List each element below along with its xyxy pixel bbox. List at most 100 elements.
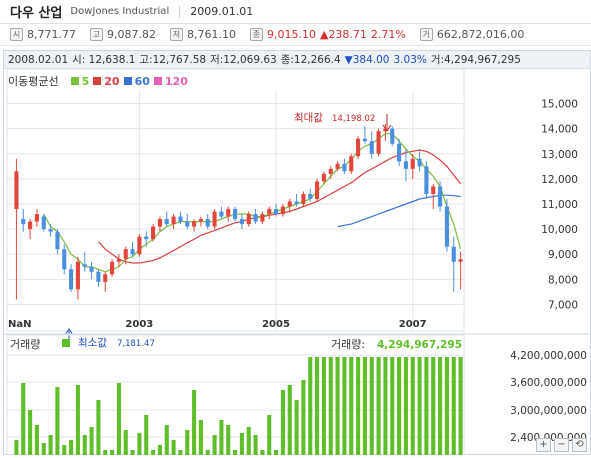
time-tick-label: 2003: [125, 319, 153, 330]
header-divider: [179, 5, 181, 18]
info-date: 2008.02.01: [8, 53, 69, 66]
volume-bar: [417, 357, 422, 455]
candle-body: [157, 219, 162, 227]
candle-body: [185, 221, 190, 227]
ma60-line: [337, 194, 461, 228]
ma5-label[interactable]: 5: [81, 74, 90, 88]
volume-bar: [308, 357, 313, 455]
volume-bar: [301, 380, 306, 455]
candle-body: [116, 259, 121, 262]
ma60-swatch[interactable]: [123, 77, 132, 85]
volume-bar: [403, 357, 408, 455]
volume-bar: [41, 443, 46, 455]
candle-body: [212, 211, 217, 227]
candle-body: [397, 143, 402, 162]
ma60-label[interactable]: 60: [134, 74, 150, 88]
candle-body: [82, 264, 87, 267]
volume-bar: [116, 383, 121, 455]
candle-body: [362, 138, 367, 142]
zoom-out-button[interactable]: −: [554, 438, 569, 452]
candle-body: [144, 236, 149, 240]
candle-body: [21, 219, 26, 225]
candle-body: [369, 141, 374, 154]
ma60-path: [337, 194, 461, 228]
candle-body: [349, 156, 354, 172]
close-icon: 종: [249, 28, 263, 41]
volume-bar: [89, 427, 94, 455]
volume-bar: [362, 357, 367, 455]
volume-bar: [328, 357, 333, 455]
index-subtitle: DowJones Industrial: [70, 6, 170, 17]
time-tick-label: 2005: [262, 319, 290, 330]
price-grid: [6, 69, 465, 332]
volume-grid: [6, 334, 465, 455]
price-axis: 15,000 14,000 13,000 12,000 11,000 10,000 9,00…: [541, 99, 578, 312]
info-change: ▼384.00: [344, 53, 390, 66]
summary-high: 9,087.82: [106, 28, 156, 41]
chart-header: 다우 산업 DowJones Industrial 2009.01.01: [0, 0, 591, 24]
candle-body: [315, 181, 320, 199]
summary-volume: 662,872,016.00: [436, 28, 525, 41]
summary-open: 8,771.77: [27, 28, 76, 41]
volume-bar: [34, 425, 39, 455]
candle-body: [219, 211, 224, 217]
volume-bar: [219, 420, 224, 455]
candle-body: [417, 158, 422, 167]
ma20-swatch[interactable]: [93, 77, 102, 85]
candle-body: [444, 206, 449, 247]
candle-body: [69, 269, 74, 290]
zoom-in-button[interactable]: +: [536, 438, 551, 452]
volume-bar: [185, 430, 190, 455]
volume-tick-label: 3,600,000,000: [510, 377, 587, 389]
candle-body: [233, 209, 238, 220]
ma20-label[interactable]: 20: [104, 74, 120, 88]
volume-bars: [14, 357, 463, 455]
volume-bar: [246, 427, 251, 455]
candle-body: [171, 216, 176, 225]
chart-panel[interactable]: 2008.02.01 시: 12,638.1 고:12,767.58 저:12,…: [3, 50, 591, 455]
ma5-swatch[interactable]: [70, 77, 79, 85]
candle-body: [137, 236, 142, 255]
volume-bar: [75, 385, 80, 455]
candle-body: [96, 271, 101, 282]
candle-body: [55, 231, 60, 250]
volume-bar: [321, 357, 326, 455]
candle-body: [294, 201, 299, 204]
candle-body: [438, 186, 443, 207]
volume-bar: [376, 357, 381, 455]
candle-body: [75, 261, 80, 290]
volume-bar: [103, 450, 108, 455]
candle-body: [458, 259, 463, 262]
candle-body: [301, 193, 306, 204]
candle-body: [274, 209, 279, 215]
volume-label: 거래량: [10, 338, 40, 351]
candle-body: [178, 216, 183, 222]
volume-value-label: 거래량:: [331, 338, 365, 351]
price-volume-chart[interactable]: 15,000 14,000 13,000 12,000 11,000 10,000 9,00…: [4, 69, 590, 455]
time-tick-label: NaN: [8, 319, 32, 330]
info-close: 종:12,266.4: [280, 54, 341, 66]
time-tick-label: 2007: [399, 319, 427, 330]
info-high: 고:12,767.58: [139, 54, 207, 66]
reset-button[interactable]: ⟲: [572, 438, 587, 452]
candle-body: [431, 186, 436, 194]
price-tick-label: 8,000: [548, 274, 578, 286]
ma120-swatch[interactable]: [153, 77, 162, 85]
volume-bar: [410, 357, 415, 455]
ma-legend-label: 이동평균선: [8, 75, 59, 88]
ma120-label[interactable]: 120: [164, 74, 188, 88]
candle-body: [321, 173, 326, 182]
candle-body: [287, 201, 292, 207]
volume-icon: 거: [419, 28, 433, 41]
max-arrow-icon: [382, 124, 392, 132]
candle-body: [308, 193, 313, 199]
volume-bar: [397, 357, 402, 455]
candle-body: [48, 229, 53, 232]
candle-body: [28, 221, 33, 230]
ma-legend: 이동평균선 5 20 60 120: [8, 73, 188, 89]
volume-header: 거래량 거래량: 4,294,967,295: [10, 338, 462, 351]
max-annotation: 최대값 14,198.02: [294, 112, 392, 132]
volume-value: 4,294,967,295: [377, 339, 462, 351]
volume-bar: [280, 390, 285, 455]
price-plot-frame: [6, 69, 465, 332]
